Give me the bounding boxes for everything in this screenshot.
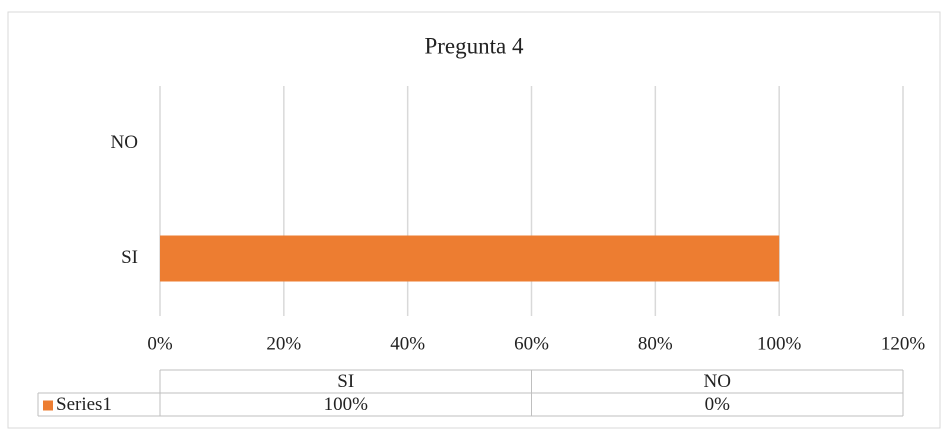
table-header: SI (337, 371, 354, 392)
legend-label: Series1 (56, 394, 112, 415)
x-tick-label: 40% (390, 333, 425, 354)
x-tick-label: 20% (266, 333, 301, 354)
legend-swatch (43, 400, 53, 411)
x-tick-label: 0% (147, 333, 173, 354)
y-tick-label: NO (111, 132, 138, 153)
table-value: 100% (324, 394, 369, 415)
x-tick-label: 120% (881, 333, 926, 354)
x-tick-label: 100% (757, 333, 802, 354)
chart-title: Pregunta 4 (424, 33, 524, 58)
x-tick-label: 60% (514, 333, 549, 354)
table-header: NO (704, 371, 731, 392)
chart-border (7, 11, 941, 429)
x-tick-label: 80% (638, 333, 673, 354)
y-tick-label: SI (121, 247, 138, 268)
table-value: 0% (705, 394, 731, 415)
bar (160, 235, 780, 282)
